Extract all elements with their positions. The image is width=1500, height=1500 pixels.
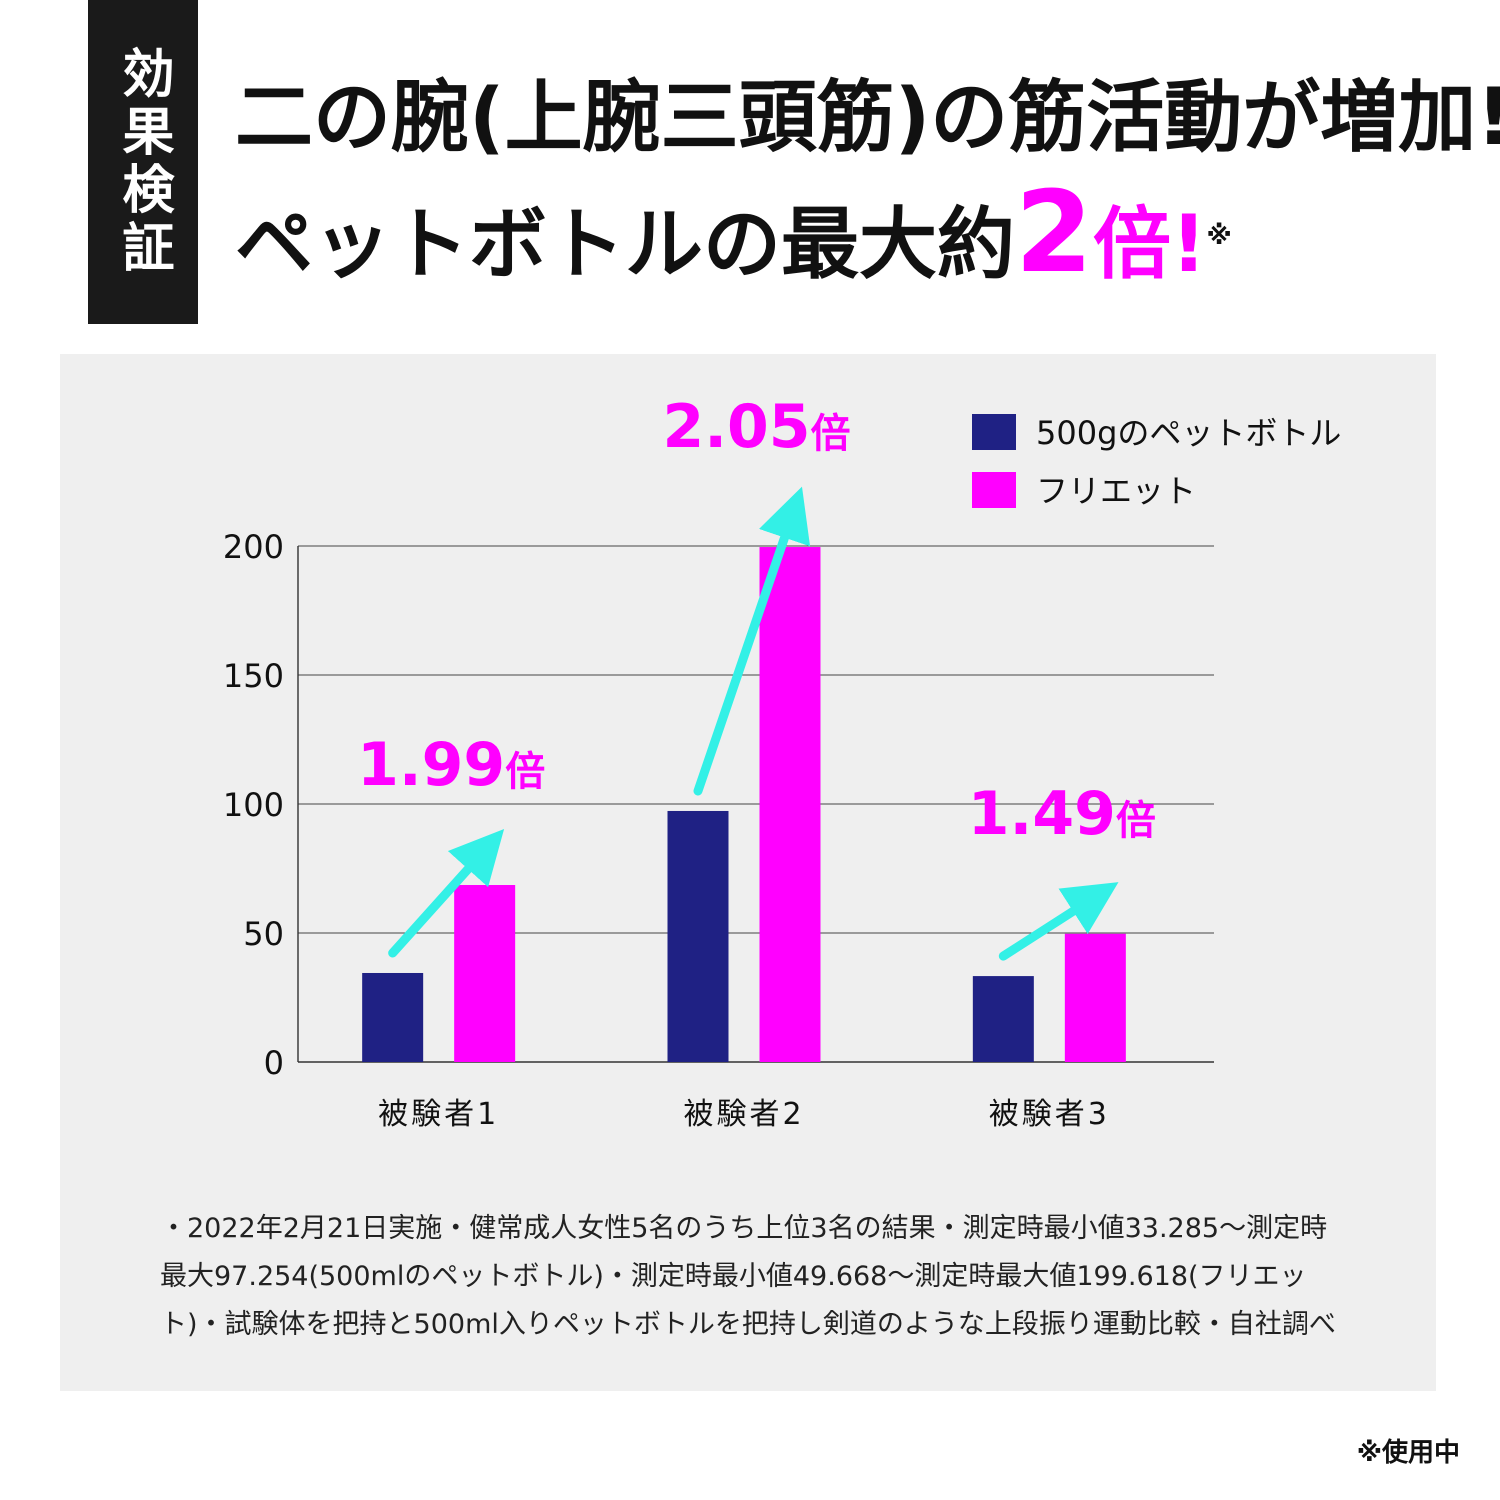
ratio-number: 1.49 — [968, 779, 1116, 849]
increase-arrow — [693, 486, 811, 796]
verification-badge: 効果検証 — [88, 0, 198, 324]
legend-label: 500gのペットボトル — [1036, 414, 1341, 452]
y-tick-label: 100 — [223, 786, 284, 824]
ratio-label: 1.49倍 — [968, 779, 1156, 849]
headline-note-mark: ※ — [1206, 221, 1232, 251]
ratio-number: 2.05 — [662, 392, 810, 462]
headline-line-2-prefix: ペットボトルの最大約 — [235, 200, 1016, 290]
increase-arrow — [998, 882, 1119, 961]
x-tick-label: 被験者2 — [683, 1097, 804, 1132]
bar — [972, 976, 1034, 1062]
headline-multiplier-suffix: 倍! — [1092, 200, 1207, 290]
increase-arrow — [388, 828, 505, 958]
usage-note: ※使用中 — [1356, 1438, 1460, 1468]
legend-swatch — [972, 472, 1016, 508]
legend-label: フリエット — [1036, 472, 1196, 510]
y-tick-label: 200 — [223, 528, 284, 566]
bar — [759, 547, 821, 1062]
ratio-unit: 倍 — [505, 749, 545, 795]
y-tick-label: 150 — [223, 657, 284, 695]
bar — [454, 885, 516, 1062]
bar — [362, 972, 424, 1062]
headline-line-2: ペットボトルの最大約2倍!※ — [235, 177, 1475, 300]
headline-multiplier-number: 2 — [1015, 168, 1093, 298]
x-tick-label: 被験者3 — [989, 1097, 1110, 1132]
chart-panel: 0 50 100 150 200 被験者1 被験者2 被験者3 1.99倍 2.05倍 1.49倍 5… — [60, 354, 1436, 1391]
footnote-line: ・2022年2月21日実施・健常成人女性5名のうち上位3名の結果・測定時最小値3… — [160, 1213, 1328, 1244]
footnote: ・2022年2月21日実施・健常成人女性5名のうち上位3名の結果・測定時最小値3… — [160, 1205, 1370, 1349]
y-tick-label: 0 — [264, 1044, 284, 1082]
x-tick-label: 被験者1 — [378, 1097, 499, 1132]
footnote-line: 最大97.254(500mlのペットボトル)・測定時最小値49.668～測定時最… — [160, 1261, 1307, 1292]
legend-swatch — [972, 414, 1016, 450]
footnote-line: ト)・試験体を把持と500ml入りペットボトルを把持し剣道のような上段振り運動比… — [160, 1309, 1336, 1340]
bar — [1064, 933, 1126, 1062]
ratio-number: 1.99 — [357, 730, 505, 800]
headline-line-1: 二の腕(上腕三頭筋)の筋活動が増加! — [235, 73, 1500, 163]
ratio-label: 2.05倍 — [662, 392, 850, 462]
badge-label: 効果検証 — [113, 46, 173, 278]
y-tick-label: 50 — [243, 915, 284, 953]
bar — [667, 810, 729, 1062]
ratio-label: 1.99倍 — [357, 730, 545, 800]
ratio-unit: 倍 — [1116, 798, 1156, 844]
ratio-unit: 倍 — [811, 411, 851, 457]
